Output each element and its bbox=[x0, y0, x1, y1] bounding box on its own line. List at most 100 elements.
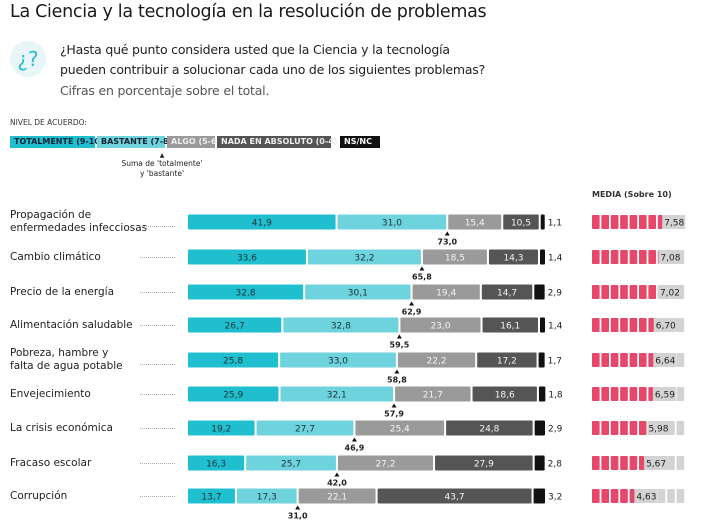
media-square-filled bbox=[610, 250, 619, 264]
media-square-filled bbox=[610, 353, 619, 367]
media-square-filled bbox=[592, 387, 600, 401]
bar-segment bbox=[280, 352, 396, 368]
media-square-filled bbox=[592, 456, 600, 470]
media-square-empty bbox=[676, 387, 685, 401]
media-square-filled bbox=[601, 421, 609, 435]
media-square-filled bbox=[629, 489, 635, 503]
media-square-filled bbox=[620, 250, 628, 264]
bar-value-label: 16,1 bbox=[500, 322, 520, 332]
sum-marker-triangle bbox=[391, 403, 397, 408]
bar-value-label: 27,9 bbox=[474, 460, 494, 470]
bar-value-label: 2,9 bbox=[548, 425, 563, 435]
page-title: La Ciencia y la tecnología en la resoluc… bbox=[10, 2, 487, 22]
bar-value-label: 32,2 bbox=[354, 254, 374, 264]
media-square-empty bbox=[667, 456, 675, 470]
sum-marker-triangle bbox=[394, 369, 400, 374]
bar-value-label: 19,4 bbox=[436, 289, 456, 299]
leader-line bbox=[140, 292, 175, 293]
media-square-filled bbox=[601, 489, 609, 503]
row-label: Corrupción bbox=[10, 490, 67, 503]
media-square-filled bbox=[592, 250, 600, 264]
media-square-filled bbox=[629, 215, 638, 229]
legend-totalmente: TOTALMENTE (9-10) bbox=[10, 136, 104, 148]
media-square-filled bbox=[620, 456, 628, 470]
media-square-empty bbox=[676, 318, 685, 332]
row-label-line: Alimentación saludable bbox=[10, 318, 133, 331]
bar-value-label: 24,8 bbox=[479, 425, 499, 435]
bar-value-label: 41,9 bbox=[252, 219, 272, 229]
bar-value-label: 25,9 bbox=[223, 391, 243, 401]
sum-value-label: 65,8 bbox=[412, 273, 432, 282]
bar-value-label: 21,7 bbox=[423, 391, 443, 401]
legend-nada: NADA EN ABSOLUTO (0-4) bbox=[217, 136, 337, 148]
bar-segment bbox=[481, 284, 533, 300]
bar-value-label: 43,7 bbox=[445, 493, 465, 503]
media-square-filled bbox=[639, 421, 647, 435]
media-square-filled bbox=[601, 318, 609, 332]
sum-marker-triangle bbox=[409, 301, 415, 306]
media-square-filled bbox=[629, 421, 638, 435]
media-value-label: 7,08 bbox=[660, 254, 680, 264]
media-square-filled bbox=[639, 285, 647, 299]
bar-segment bbox=[412, 284, 480, 300]
media-square-filled bbox=[648, 387, 653, 401]
media-square-filled bbox=[629, 250, 638, 264]
bar-segment bbox=[337, 455, 434, 471]
bar-value-label: 27,7 bbox=[295, 425, 315, 435]
bar-value-label: 14,3 bbox=[503, 254, 523, 264]
media-square-filled bbox=[639, 387, 647, 401]
legend-title: NIVEL DE ACUERDO: bbox=[10, 118, 87, 127]
bar-value-label: 2,9 bbox=[548, 289, 563, 299]
leader-line bbox=[140, 496, 175, 497]
bar-segment bbox=[488, 249, 539, 265]
media-square-filled bbox=[629, 285, 638, 299]
sum-marker-triangle bbox=[444, 231, 450, 236]
bar-value-label: 1,7 bbox=[548, 357, 562, 367]
bar-segment bbox=[395, 386, 471, 402]
bar-value-label: 1,4 bbox=[548, 254, 563, 264]
media-square-filled bbox=[620, 318, 628, 332]
sum-marker-triangle bbox=[419, 266, 425, 271]
media-square-filled bbox=[592, 215, 600, 229]
bar-segment bbox=[540, 249, 545, 265]
media-label-bg bbox=[663, 215, 686, 229]
leader-line bbox=[140, 428, 175, 429]
media-square-empty bbox=[657, 489, 666, 503]
row-label: Fracaso escolar bbox=[10, 457, 91, 470]
bar-segment bbox=[188, 317, 282, 333]
media-square-filled bbox=[601, 250, 609, 264]
bar-segment bbox=[236, 488, 297, 504]
sum-marker-triangle bbox=[351, 437, 357, 442]
legend-bastante: BASTANTE (7-8) bbox=[97, 136, 172, 148]
bar-segment bbox=[446, 420, 533, 436]
media-square-filled bbox=[601, 387, 609, 401]
media-square-filled bbox=[639, 215, 647, 229]
leader-line bbox=[140, 257, 175, 258]
sum-value-label: 31,0 bbox=[288, 512, 308, 521]
bar-value-label: 22,2 bbox=[427, 357, 447, 367]
media-square-filled bbox=[620, 285, 628, 299]
media-square-filled bbox=[639, 353, 647, 367]
bar-segment bbox=[400, 317, 481, 333]
media-square-filled bbox=[629, 456, 638, 470]
bar-value-label: 33,6 bbox=[237, 254, 257, 264]
media-square-filled bbox=[639, 250, 647, 264]
media-square-filled bbox=[601, 456, 609, 470]
media-square-filled bbox=[610, 215, 619, 229]
question-icon: ¿? bbox=[10, 41, 46, 77]
bar-segment bbox=[534, 455, 545, 471]
media-square-filled bbox=[592, 318, 600, 332]
media-label-bg bbox=[647, 421, 670, 435]
row-label: Envejecimiento bbox=[10, 388, 91, 401]
bar-value-label: 18,5 bbox=[445, 254, 465, 264]
question-line: ¿Hasta qué punto considera usted que la … bbox=[60, 42, 450, 57]
leader-line bbox=[140, 394, 175, 395]
media-square-filled bbox=[610, 387, 619, 401]
bar-segment bbox=[188, 420, 255, 436]
bar-value-label: 16,3 bbox=[206, 460, 226, 470]
sum-marker-triangle bbox=[334, 472, 340, 477]
bar-segment bbox=[188, 284, 304, 300]
media-square-empty bbox=[676, 489, 685, 503]
bar-segment bbox=[540, 317, 545, 333]
row-label-line: La crisis económica bbox=[10, 421, 113, 434]
